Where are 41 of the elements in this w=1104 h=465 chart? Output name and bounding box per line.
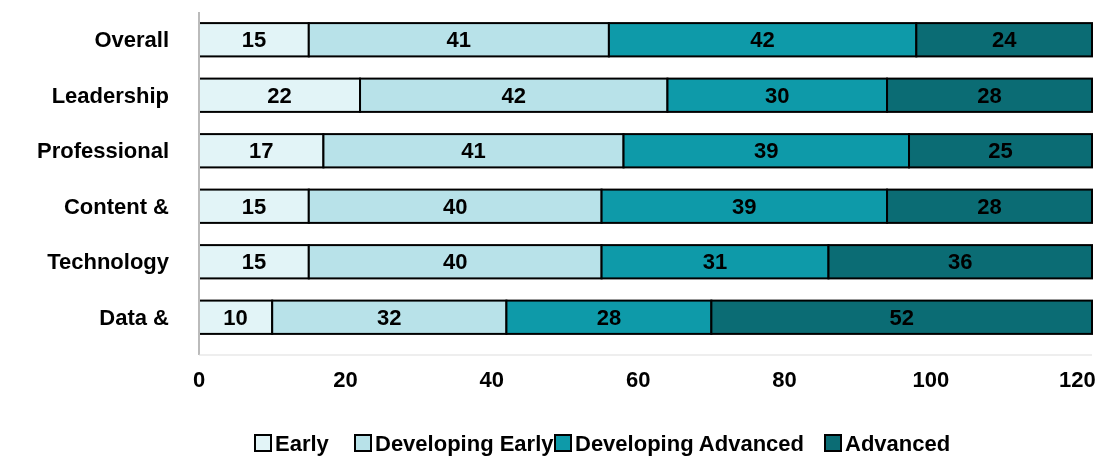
data-label: 41 xyxy=(461,138,486,164)
legend-label: Early xyxy=(275,430,330,456)
x-tick-label: 40 xyxy=(479,367,505,392)
x-tick-label: 0 xyxy=(192,367,206,392)
data-label: 40 xyxy=(442,193,468,219)
data-label: 24 xyxy=(991,27,1018,53)
data-label: 31 xyxy=(702,249,728,275)
legend-label: Advanced xyxy=(845,430,951,456)
data-label: 22 xyxy=(267,82,292,108)
data-label: 39 xyxy=(754,138,779,164)
y-tick-label: Technology xyxy=(47,249,170,275)
y-tick-label: Data & xyxy=(99,304,170,330)
data-label: 28 xyxy=(977,193,1002,219)
x-tick-label: 120 xyxy=(1059,367,1096,392)
x-tick-label: 60 xyxy=(625,367,651,392)
data-label: 52 xyxy=(889,304,914,330)
data-label: 32 xyxy=(377,304,402,330)
x-tick-label: 100 xyxy=(912,367,950,392)
data-label: 17 xyxy=(248,138,274,164)
data-label: 41 xyxy=(446,27,472,53)
data-label: 42 xyxy=(750,27,775,53)
data-label: 28 xyxy=(977,82,1002,108)
data-label: 25 xyxy=(988,138,1013,164)
legend-label: Developing Early xyxy=(375,430,555,456)
data-label: 42 xyxy=(501,82,526,108)
data-label: 15 xyxy=(241,27,267,53)
data-label: 36 xyxy=(948,249,973,275)
x-tick-label: 20 xyxy=(333,367,358,392)
data-label: 39 xyxy=(732,193,757,219)
x-tick-label: 80 xyxy=(772,367,797,392)
data-label: 15 xyxy=(241,193,267,219)
data-label: 28 xyxy=(596,304,622,330)
data-label: 15 xyxy=(241,249,267,275)
y-tick-label: Professional xyxy=(36,138,169,164)
y-tick-label: Overall xyxy=(94,27,169,53)
legend-label: Developing Advanced xyxy=(575,430,805,456)
data-label: 30 xyxy=(765,82,790,108)
data-label: 40 xyxy=(442,249,468,275)
y-tick-label: Content & xyxy=(63,193,170,219)
data-label: 10 xyxy=(223,304,248,330)
y-tick-label: Leadership xyxy=(51,82,169,108)
